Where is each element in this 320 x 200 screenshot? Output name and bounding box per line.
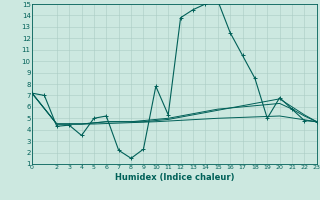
X-axis label: Humidex (Indice chaleur): Humidex (Indice chaleur) xyxy=(115,173,234,182)
